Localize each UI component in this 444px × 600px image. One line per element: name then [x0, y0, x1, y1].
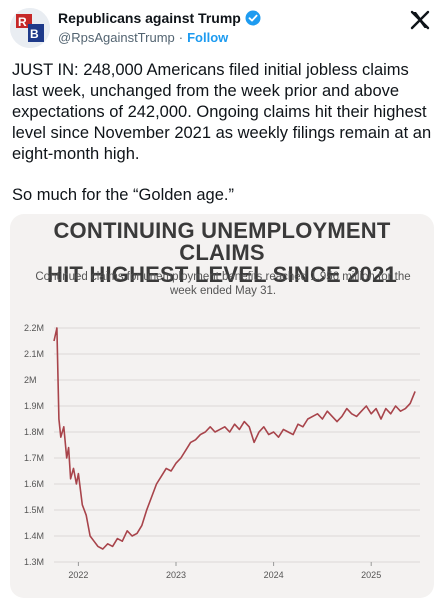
x-tick-label: 2024	[264, 570, 284, 580]
series-line	[53, 327, 416, 550]
y-tick-label: 1.9M	[24, 401, 44, 411]
y-tick-label: 1.7M	[24, 453, 44, 463]
avatar[interactable]: R B	[10, 8, 50, 48]
avatar-logo-icon: R B	[10, 8, 50, 48]
chart-title-line-1: CONTINUING UNEMPLOYMENT CLAIMS	[53, 218, 391, 265]
y-tick-label: 2.2M	[24, 323, 44, 333]
tweet-text: JUST IN: 248,000 Americans filed initial…	[12, 60, 436, 206]
line-chart: 2.2M 2.1M 2M 1.9M 1.8M 1.7M 1.6M 1.5M 1.4M 1.3M 20…	[24, 323, 420, 580]
y-tick-label: 1.8M	[24, 427, 44, 437]
y-tick-label: 1.6M	[24, 479, 44, 489]
tweet-body-second: So much for the “Golden age.”	[12, 186, 234, 204]
tweet-header: R B Republicans against Trump @RpsAgains…	[0, 0, 444, 56]
x-logo-icon[interactable]	[410, 10, 430, 30]
y-tick-label: 1.4M	[24, 531, 44, 541]
chart-card[interactable]: CONTINUING UNEMPLOYMENT CLAIMS HIT HIGHE…	[10, 214, 434, 598]
handle[interactable]: @RpsAgainstTrump	[58, 30, 175, 45]
chart-subtitle: Continued claims for unemployment benefi…	[35, 271, 411, 297]
x-tick-label: 2023	[166, 570, 186, 580]
separator: ·	[178, 30, 184, 45]
display-name-row: Republicans against Trump	[58, 10, 261, 26]
handle-row: @RpsAgainstTrump · Follow	[58, 30, 228, 45]
y-tick-label: 2.1M	[24, 349, 44, 359]
follow-button[interactable]: Follow	[187, 30, 229, 45]
verified-badge-icon	[245, 10, 261, 26]
display-name[interactable]: Republicans against Trump	[58, 10, 241, 26]
y-tick-label: 1.3M	[24, 557, 44, 567]
tweet-body-main: JUST IN: 248,000 Americans filed initial…	[12, 61, 432, 163]
x-tick-label: 2022	[68, 570, 88, 580]
y-tick-label: 1.5M	[24, 505, 44, 515]
svg-text:R: R	[18, 15, 27, 29]
y-tick-label: 2M	[24, 375, 37, 385]
x-tick-label: 2025	[361, 570, 381, 580]
chart-title: CONTINUING UNEMPLOYMENT CLAIMS HIT HIGHE…	[10, 220, 434, 286]
chart-title-line-2: HIT HIGHEST LEVEL SINCE 2021	[47, 262, 397, 287]
svg-text:B: B	[30, 27, 39, 41]
